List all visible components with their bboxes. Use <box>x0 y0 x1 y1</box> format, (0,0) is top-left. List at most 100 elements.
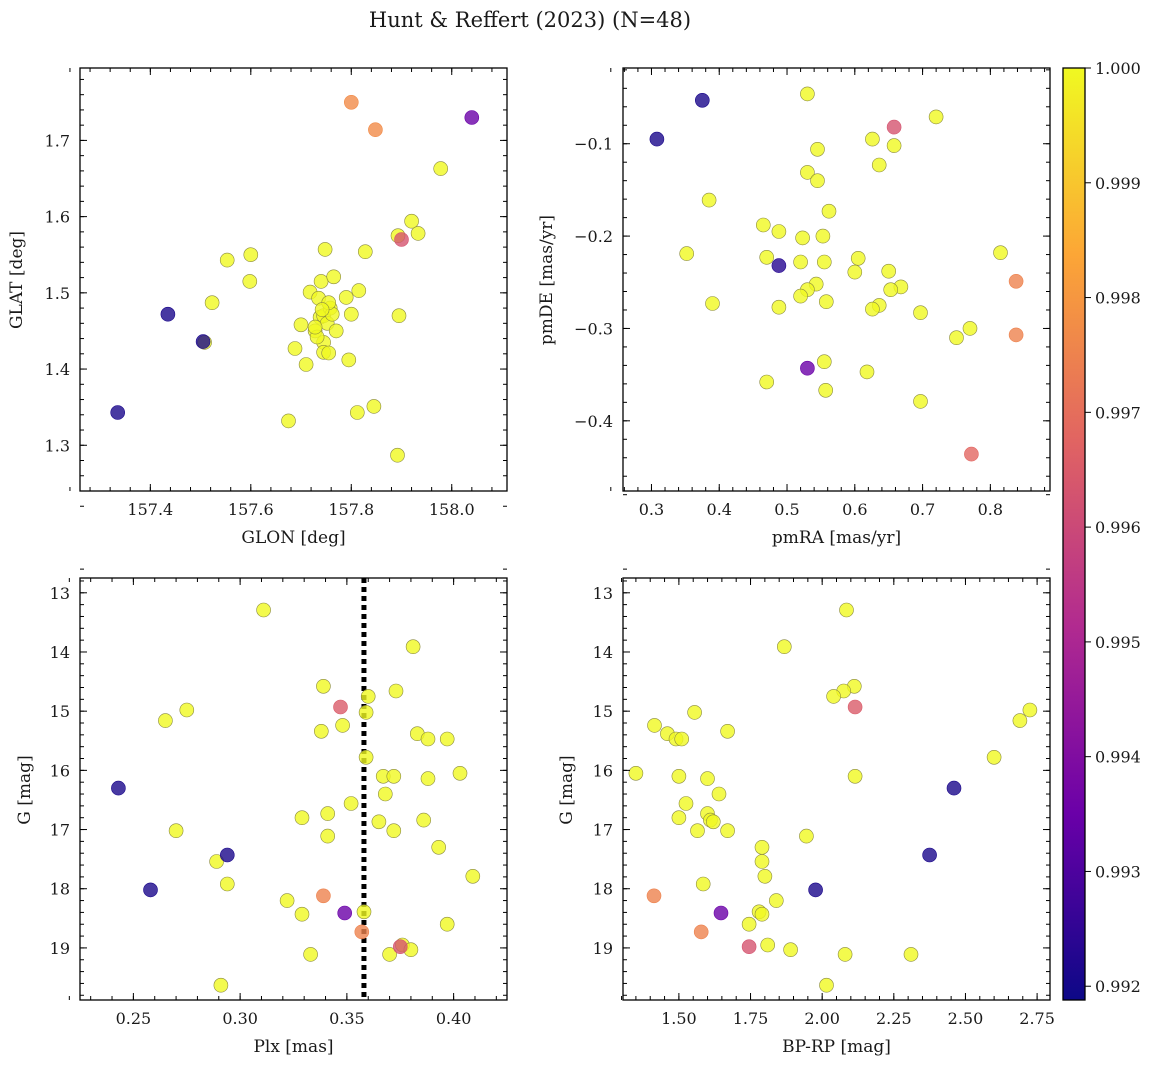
data-point <box>826 689 841 704</box>
data-point <box>793 288 808 304</box>
data-point <box>179 702 195 718</box>
data-point <box>343 796 359 811</box>
x-tick-label: 0.7 <box>910 500 935 519</box>
data-point <box>313 723 329 739</box>
y-tick-label: 19 <box>593 939 613 958</box>
data-point <box>693 924 709 940</box>
data-point <box>694 93 710 108</box>
data-point <box>705 296 720 311</box>
data-point <box>386 823 402 839</box>
data-point <box>859 364 875 380</box>
data-point <box>465 868 481 884</box>
x-axis-label: Plx [mas] <box>253 1037 333 1057</box>
panel-glon-glat: 157.4 157.6 157.8 158.0 1.3 1.4 1.5 1.6 1.7 GLON … <box>7 67 508 548</box>
data-point <box>810 142 825 157</box>
colorbar: 0.992 0.993 0.994 0.995 0.996 0.997 0.998 0.999… <box>1062 59 1141 1001</box>
data-point <box>220 847 235 863</box>
panel-pmra-pmde: 0.3 0.4 0.5 0.6 0.7 0.8 −0.1 −0.2 −0.3 −0.4 pmRA [… <box>537 67 1051 548</box>
data-point <box>328 323 344 339</box>
data-point <box>316 888 331 904</box>
data-point <box>949 330 964 346</box>
data-point <box>741 916 757 932</box>
data-point <box>903 947 919 962</box>
data-point <box>294 906 310 922</box>
data-point <box>433 161 449 176</box>
data-point <box>993 245 1008 260</box>
data-point <box>795 230 810 246</box>
data-point <box>759 374 775 390</box>
data-point <box>1012 713 1028 728</box>
data-point <box>720 823 735 839</box>
data-point <box>986 749 1002 765</box>
x-tick-label: 1.75 <box>733 1009 769 1028</box>
x-axis-label: pmRA [mas/yr] <box>772 528 901 548</box>
data-point <box>850 250 866 266</box>
colorbar-tick-label: 0.996 <box>1095 518 1141 537</box>
data-point <box>209 854 224 869</box>
x-tick-label: 0.8 <box>978 500 1003 519</box>
colorbar-tick-label: 0.998 <box>1095 289 1141 308</box>
data-point <box>711 786 727 802</box>
x-axis-label: BP-RP [mag] <box>782 1037 891 1057</box>
data-point <box>307 319 323 335</box>
colorbar-frame <box>1062 67 1086 1001</box>
data-point <box>368 122 383 137</box>
data-point <box>333 699 348 715</box>
colorbar-tick-label: 1.000 <box>1095 59 1141 78</box>
colorbar-gradient <box>1063 68 1085 1000</box>
data-point <box>771 258 787 273</box>
data-point <box>358 705 374 720</box>
x-tick-label: 0.40 <box>436 1009 472 1028</box>
data-point <box>303 947 318 962</box>
y-tick-label: 17 <box>50 821 70 840</box>
y-axis-label: GLAT [deg] <box>7 231 27 329</box>
data-point <box>771 224 787 239</box>
colorbar-tick-label: 0.997 <box>1095 403 1141 422</box>
data-point <box>837 947 853 962</box>
data-point <box>219 252 235 268</box>
data-point <box>439 731 455 747</box>
data-point <box>439 916 455 932</box>
data-point <box>821 203 837 219</box>
data-point <box>768 893 784 908</box>
y-tick-label: 1.5 <box>45 284 70 303</box>
data-point <box>204 295 220 311</box>
data-point <box>701 192 717 208</box>
data-point <box>741 939 757 955</box>
data-point <box>720 723 735 739</box>
y-tick-label: 14 <box>50 643 70 662</box>
colorbar-tick-label: 0.992 <box>1095 977 1141 996</box>
data-point <box>818 294 834 310</box>
data-point <box>816 354 832 370</box>
data-point <box>886 138 902 153</box>
data-point <box>922 847 937 863</box>
data-point <box>913 305 928 321</box>
data-point <box>313 274 329 289</box>
data-point <box>883 282 899 298</box>
y-tick-label: 18 <box>50 880 70 899</box>
data-point <box>110 405 125 420</box>
y-axis-label: pmDE [mas/yr] <box>537 215 557 345</box>
data-point <box>847 768 863 784</box>
data-point <box>705 814 721 830</box>
y-tick-label: 16 <box>593 761 613 780</box>
data-point <box>760 937 776 953</box>
data-point <box>964 446 979 462</box>
data-point <box>847 264 863 280</box>
data-point <box>839 602 854 618</box>
data-point <box>946 780 962 796</box>
data-point <box>808 882 823 898</box>
data-point <box>818 382 834 398</box>
data-point <box>337 905 353 921</box>
y-tick-label: 13 <box>50 584 70 603</box>
data-point <box>420 731 436 747</box>
x-tick-label: 0.6 <box>842 500 867 519</box>
data-point <box>168 823 184 839</box>
x-tick-label: 0.5 <box>774 500 799 519</box>
data-point <box>392 939 408 955</box>
data-point <box>452 765 468 781</box>
data-point <box>256 602 271 618</box>
data-point <box>674 731 690 747</box>
data-point <box>671 810 687 826</box>
data-point <box>281 413 296 429</box>
